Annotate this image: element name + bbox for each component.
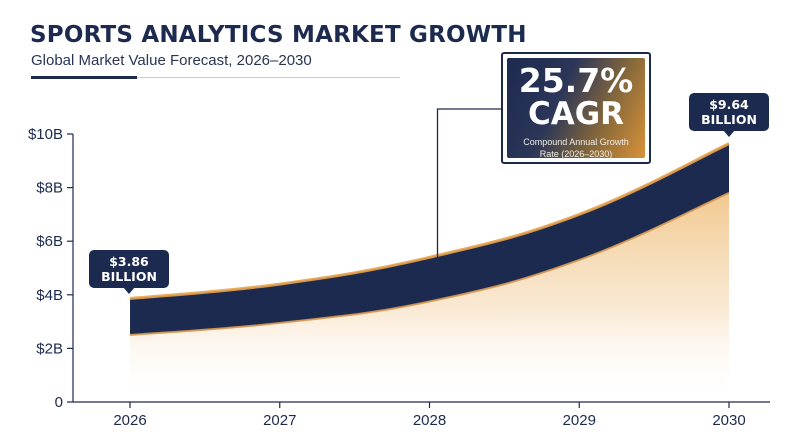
x-tick-label: 2027 (263, 412, 296, 429)
callout-leader (436, 108, 501, 260)
end-value-amount: $9.64 (709, 97, 749, 112)
start-value-unit: BILLION (101, 269, 157, 284)
y-tick-label: $2B (36, 340, 63, 357)
x-tick-label: 2026 (113, 412, 146, 429)
series-line-base (129, 192, 730, 336)
cagr-label: CAGR (527, 96, 625, 132)
y-tick-label: $10B (28, 126, 63, 143)
x-tick-label: 2030 (712, 412, 745, 429)
title-divider-accent (31, 76, 137, 79)
upper-band (130, 143, 729, 335)
chart-axes: 0 $2B $4B $6B $8B $10B 2026 2027 2028 2029 2030 (28, 126, 770, 429)
chart-subtitle: Global Market Value Forecast, 2026–2030 (31, 52, 312, 69)
lower-area (130, 192, 729, 402)
cagr-value: 25.7% (518, 61, 634, 100)
title-divider (31, 77, 400, 78)
y-tick-label: $8B (36, 180, 63, 197)
cagr-description: Compound Annual Growth Rate (2026–2030) (523, 137, 629, 159)
series-layer (129, 142, 730, 402)
cagr-callout-panel: 25.7% CAGR Compound Annual Growth Rate (… (507, 58, 645, 159)
chart-title: SPORTS ANALYTICS MARKET GROWTH (30, 22, 527, 48)
y-tick-label: $4B (36, 287, 63, 304)
end-value-badge: $9.64 BILLION (689, 93, 769, 137)
end-value-unit: BILLION (701, 112, 757, 127)
y-tick-label: 0 (55, 394, 63, 411)
callout-leader-line (436, 108, 501, 260)
x-tick-label: 2029 (563, 412, 596, 429)
x-tick-label: 2028 (413, 412, 446, 429)
start-value-badge: $3.86 BILLION (89, 250, 169, 294)
series-line-total (129, 142, 730, 301)
cagr-callout: 25.7% CAGR Compound Annual Growth Rate (… (501, 52, 651, 164)
start-value-amount: $3.86 (109, 254, 149, 269)
y-tick-label: $6B (36, 233, 63, 250)
